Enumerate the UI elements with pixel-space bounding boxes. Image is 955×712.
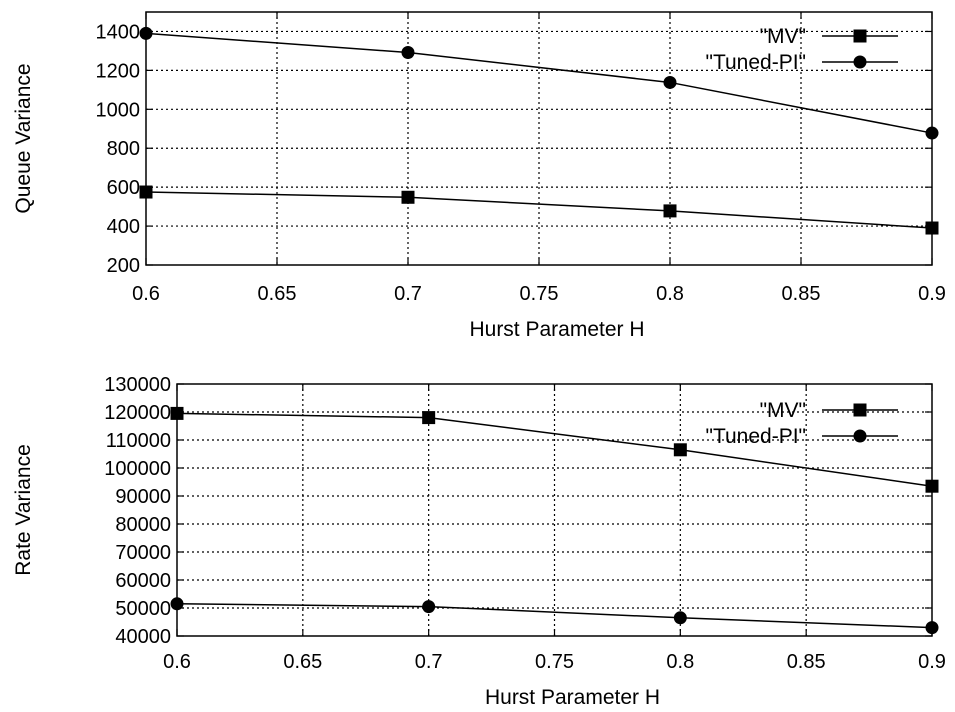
- square-point: [925, 479, 939, 493]
- circle-point: [673, 611, 687, 625]
- y-tick-label: 100000: [104, 458, 171, 480]
- y-tick-label: 60000: [115, 570, 171, 592]
- series-line: [176, 603, 933, 629]
- x-tick-label: 0.8: [656, 283, 684, 305]
- legend-entry: "MV": [760, 399, 898, 422]
- x-tick-label: 0.6: [132, 283, 160, 305]
- square-point: [925, 221, 939, 235]
- chart-rate-variance: 40000 50000 60000 70000 80000 90000 100000 1100…: [12, 374, 946, 709]
- x-axis-label: Hurst Parameter H: [469, 318, 644, 341]
- circle-point: [170, 597, 184, 611]
- square-point: [673, 443, 687, 457]
- y-tick-label: 70000: [115, 542, 171, 564]
- y-tick-label: 400: [107, 216, 140, 238]
- square-point: [663, 204, 677, 218]
- y-tick-label: 200: [107, 255, 140, 277]
- series-tuned-pi: [170, 597, 939, 635]
- y-tick-label: 120000: [104, 402, 171, 424]
- y-axis-label: Rate Variance: [12, 444, 35, 576]
- x-tick-label: 0.9: [918, 651, 946, 673]
- series-line: [145, 32, 933, 134]
- y-tick-label: 80000: [115, 514, 171, 536]
- y-tick-label: 600: [107, 177, 140, 199]
- legend-marker: [853, 403, 867, 417]
- x-tick-label: 0.8: [666, 651, 694, 673]
- legend-entry: "Tuned-PI": [705, 425, 898, 448]
- y-tick-label: 1000: [96, 99, 141, 121]
- legend-entry: "Tuned-PI": [705, 51, 898, 74]
- x-tick-label: 0.7: [394, 283, 422, 305]
- x-tick-label: 0.9: [918, 283, 946, 305]
- x-tick-label: 0.85: [782, 283, 821, 305]
- series-line: [145, 191, 933, 229]
- series-line: [176, 412, 933, 487]
- x-tick-label: 0.75: [520, 283, 559, 305]
- x-tick-label: 0.75: [535, 651, 574, 673]
- circle-point: [422, 600, 436, 614]
- x-tick-label: 0.7: [415, 651, 443, 673]
- circle-point: [663, 75, 677, 89]
- y-axis-label: Queue Variance: [12, 63, 35, 213]
- x-tick-label: 0.65: [283, 651, 322, 673]
- y-tick-label: 1400: [96, 21, 141, 43]
- y-tick-label: 90000: [115, 486, 171, 508]
- x-tick-label: 0.6: [163, 651, 191, 673]
- x-tick-label: 0.65: [258, 283, 297, 305]
- legend-label: "Tuned-PI": [705, 51, 806, 74]
- legend-label: "Tuned-PI": [705, 425, 806, 448]
- square-point: [139, 185, 153, 199]
- legend-entry: "MV": [760, 25, 898, 48]
- circle-point: [139, 26, 153, 40]
- y-tick-label: 1200: [96, 60, 141, 82]
- x-tick-label: 0.85: [787, 651, 826, 673]
- square-point: [401, 190, 415, 204]
- series-mv: [139, 185, 939, 235]
- series-tuned-pi: [139, 26, 939, 140]
- chart-queue-variance: 200 400 600 800 1000 1200 1400 0.6 0.65 0.7 0.75 0.…: [12, 11, 946, 341]
- legend-label: "MV": [760, 25, 806, 48]
- circle-point: [401, 45, 415, 59]
- legend-marker: [853, 429, 867, 443]
- circle-point: [925, 621, 939, 635]
- y-tick-label: 40000: [115, 626, 171, 648]
- series-mv: [170, 406, 939, 493]
- y-tick-label: 800: [107, 138, 140, 160]
- y-tick-label: 50000: [115, 598, 171, 620]
- y-tick-label: 130000: [104, 374, 171, 396]
- x-axis-label: Hurst Parameter H: [485, 686, 660, 709]
- legend-label: "MV": [760, 399, 806, 422]
- legend-marker: [853, 29, 867, 43]
- square-point: [422, 411, 436, 425]
- circle-point: [925, 126, 939, 140]
- square-point: [170, 406, 184, 420]
- legend-marker: [853, 55, 867, 69]
- y-tick-label: 110000: [106, 430, 171, 452]
